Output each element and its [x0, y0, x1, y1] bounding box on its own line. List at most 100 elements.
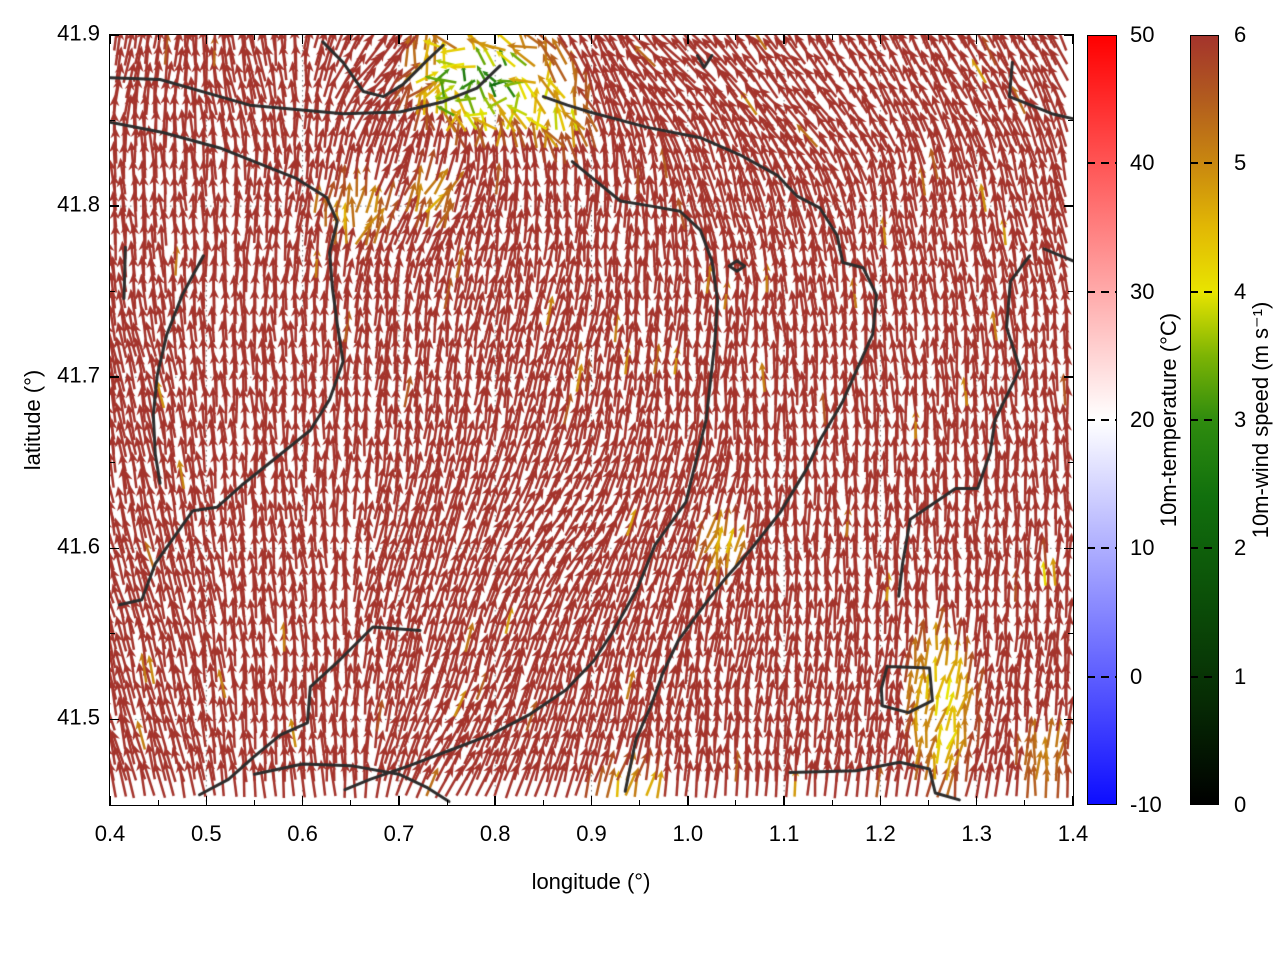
x-major-tick: [590, 796, 593, 805]
x-minor-tick: [350, 35, 352, 40]
x-major-tick: [879, 35, 882, 44]
wind-speed-colorbar-label: 10m-wind speed (m s⁻¹): [1248, 301, 1273, 539]
x-minor-tick: [157, 800, 159, 805]
colorbar-tick-label: 0: [1234, 792, 1247, 817]
x-major-tick: [590, 35, 593, 44]
y-minor-tick: [110, 120, 115, 122]
x-tick-label: 0.9: [576, 821, 607, 846]
x-major-tick: [109, 796, 111, 805]
x-minor-tick: [831, 800, 833, 805]
x-minor-tick: [928, 35, 930, 40]
colorbar-tick-line: [1087, 162, 1117, 165]
colorbar-tick-label: 30: [1130, 278, 1155, 304]
x-minor-tick: [735, 800, 737, 805]
y-tick-label: 41.6: [57, 534, 100, 560]
x-tick-label: 1.1: [768, 821, 800, 846]
colorbar-tick-label: 4: [1234, 278, 1247, 304]
y-minor-tick: [1068, 120, 1073, 122]
y-major-tick: [110, 376, 119, 378]
x-minor-tick: [253, 800, 255, 805]
y-major-tick: [110, 547, 119, 550]
x-minor-tick: [542, 800, 544, 805]
plot-area: [109, 34, 1074, 806]
x-major-tick: [687, 35, 689, 44]
x-tick-label: 1.0: [672, 821, 704, 846]
temperature-colorbar-label: 10m-temperature (°C): [1156, 312, 1181, 528]
x-tick-label: 1.3: [961, 821, 992, 846]
colorbar-tick-line: [1087, 419, 1117, 421]
x-minor-tick: [253, 35, 255, 40]
x-tick-label: 0.5: [191, 821, 222, 846]
y-minor-tick: [1068, 291, 1073, 293]
x-minor-tick: [446, 800, 448, 805]
x-minor-tick: [157, 35, 159, 40]
y-major-tick: [110, 718, 119, 721]
x-major-tick: [687, 796, 689, 805]
x-major-tick: [783, 35, 785, 44]
colorbar-tick-line: [1087, 547, 1117, 550]
x-minor-tick: [831, 35, 833, 40]
y-major-tick: [110, 205, 119, 207]
y-tick-label: 41.8: [57, 191, 100, 217]
x-minor-tick: [928, 800, 930, 805]
y-minor-tick: [110, 462, 115, 464]
x-tick-label: 1.2: [865, 821, 896, 846]
colorbar-tick-label: 10: [1130, 535, 1155, 561]
colorbar-tick-label: 40: [1130, 150, 1155, 176]
x-major-tick: [301, 796, 304, 805]
colorbar-tick-label: -10: [1130, 792, 1162, 817]
colorbar-tick-line: [1087, 290, 1117, 293]
y-major-tick: [1064, 718, 1073, 721]
x-major-tick: [301, 35, 304, 44]
y-major-tick: [110, 34, 119, 36]
colorbar-tick-line: [1190, 675, 1219, 678]
colorbar-tick-label: 6: [1234, 22, 1247, 47]
colorbar-tick-line: [1190, 162, 1219, 165]
x-major-tick: [109, 35, 111, 44]
y-axis-label: latitude (°): [20, 369, 45, 471]
y-tick-label: 41.7: [57, 362, 100, 388]
x-major-tick: [398, 796, 400, 805]
colorbar-tick-label: 2: [1234, 535, 1247, 561]
x-major-tick: [1072, 796, 1074, 805]
colorbar-tick-label: 50: [1130, 22, 1155, 47]
y-tick-label: 41.9: [57, 20, 100, 46]
y-major-tick: [1064, 205, 1073, 207]
colorbar-tick-label: 0: [1130, 663, 1143, 689]
y-major-tick: [1064, 376, 1073, 378]
x-major-tick: [975, 35, 978, 44]
x-major-tick: [879, 796, 882, 805]
colorbar-tick-line: [1087, 675, 1117, 678]
x-major-tick: [494, 35, 496, 44]
x-major-tick: [494, 796, 496, 805]
y-minor-tick: [1068, 633, 1073, 635]
x-major-tick: [398, 35, 400, 44]
x-minor-tick: [639, 35, 641, 40]
y-minor-tick: [1068, 462, 1073, 464]
x-minor-tick: [446, 35, 448, 40]
x-tick-label: 0.7: [383, 821, 415, 846]
y-major-tick: [1064, 547, 1073, 550]
x-tick-label: 0.8: [479, 821, 511, 846]
colorbar-tick-label: 20: [1130, 407, 1155, 432]
x-tick-label: 1.4: [1057, 821, 1089, 846]
x-minor-tick: [735, 35, 737, 40]
x-minor-tick: [350, 800, 352, 805]
colorbar-tick-label: 1: [1234, 663, 1247, 689]
y-tick-label: 41.5: [57, 705, 100, 731]
x-minor-tick: [1024, 800, 1026, 805]
colorbar-tick-line: [1190, 547, 1219, 550]
y-minor-tick: [110, 291, 115, 293]
colorbar-tick-line: [1190, 419, 1219, 421]
colorbar-tick-label: 3: [1234, 407, 1247, 432]
x-minor-tick: [1024, 35, 1026, 40]
x-major-tick: [205, 35, 208, 44]
x-minor-tick: [542, 35, 544, 40]
x-minor-tick: [639, 800, 641, 805]
y-minor-tick: [110, 633, 115, 635]
colorbar-tick-line: [1190, 290, 1219, 293]
y-major-tick: [1064, 34, 1073, 36]
wind-quiver-canvas: [110, 35, 1073, 805]
x-tick-label: 0.4: [94, 821, 126, 846]
